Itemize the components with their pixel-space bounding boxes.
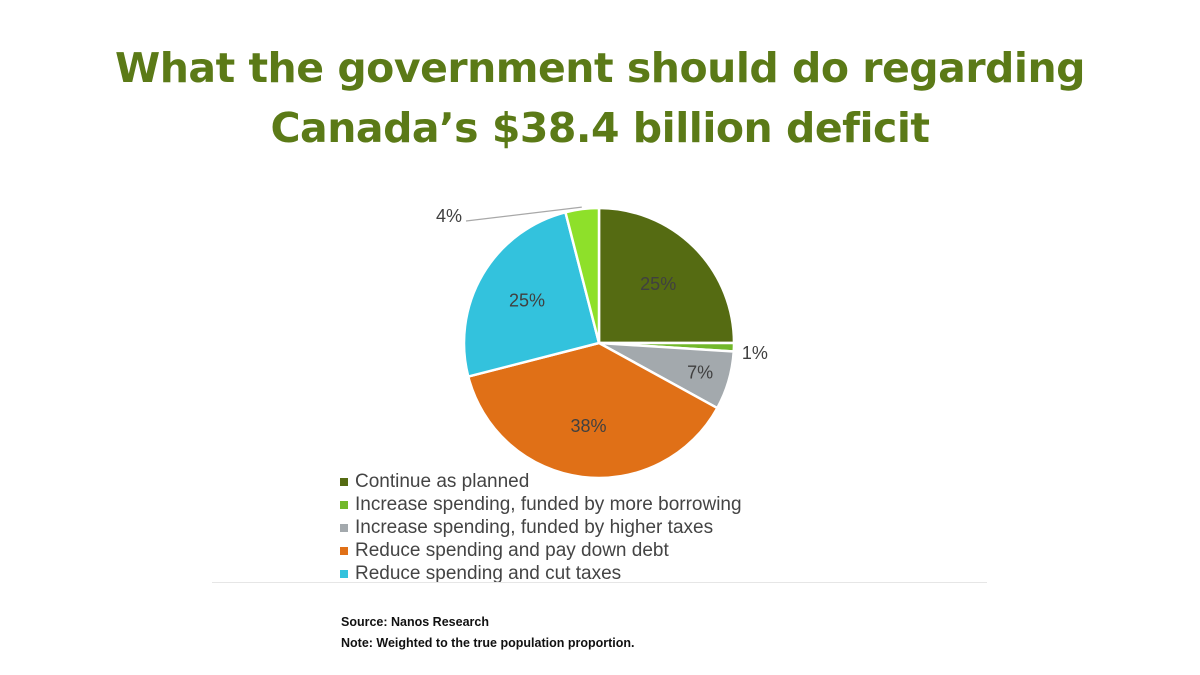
- legend-item-reduce-spending-and-cut-taxes: Reduce spending and cut taxes: [340, 562, 742, 585]
- legend-swatch: [340, 477, 348, 486]
- pie-slice-reduce-spending-and-pay-down-debt: [466, 341, 719, 480]
- legend-label: Reduce spending and cut taxes: [355, 563, 622, 584]
- legend-label: Increase spending, funded by more borrow…: [355, 494, 742, 515]
- pie-slice-other: [564, 206, 601, 345]
- pie-slice-reduce-spending-and-cut-taxes: [462, 210, 601, 378]
- pie-label-increase-spending-funded-by-higher-taxes: 7%: [687, 362, 713, 382]
- legend-label: Increase spending, funded by higher taxe…: [355, 517, 714, 538]
- legend-swatch: [340, 500, 348, 509]
- legend: Continue as planned Increase spending, fu…: [340, 470, 742, 585]
- legend-label: Continue as planned: [355, 471, 530, 492]
- pie-label-other: 4%: [436, 206, 462, 226]
- legend-item-increase-spending-funded-by-higher-taxes: Increase spending, funded by higher taxe…: [340, 516, 742, 539]
- legend-swatch: [340, 569, 348, 578]
- pie-slice-continue-as-planned: [597, 206, 736, 345]
- legend-item-reduce-spending-and-pay-down-debt: Reduce spending and pay down debt: [340, 539, 742, 562]
- chart-title-line-2: Canada’s $38.4 billion deficit: [270, 104, 930, 152]
- legend-label: Reduce spending and pay down debt: [355, 540, 669, 561]
- pie-leader-line: [465, 206, 582, 222]
- legend-item-continue-as-planned: Continue as planned: [340, 470, 742, 493]
- pie-labels: 25% 1% 7% 38% 25% 4%: [436, 206, 768, 436]
- source-note: Source: Nanos Research: [341, 615, 489, 629]
- legend-item-increase-spending-funded-by-more-borrowing: Increase spending, funded by more borrow…: [340, 493, 742, 516]
- chart-title: What the government should do regarding …: [0, 38, 1200, 158]
- pie-label-reduce-spending-and-cut-taxes: 25%: [509, 290, 545, 310]
- pie-label-continue-as-planned: 25%: [640, 274, 676, 294]
- chart-title-line-1: What the government should do regarding: [115, 44, 1086, 92]
- legend-swatch: [340, 546, 348, 555]
- weighting-note: Note: Weighted to the true population pr…: [341, 636, 635, 650]
- divider: [212, 582, 987, 583]
- pie-slices: [462, 206, 736, 480]
- legend-swatch: [340, 523, 348, 532]
- pie-label-reduce-spending-and-pay-down-debt: 38%: [570, 416, 606, 436]
- pie-label-increase-spending-funded-by-more-borrowing: 1%: [742, 343, 768, 363]
- footer-notes: Source: Nanos Research Note: Weighted to…: [341, 612, 634, 654]
